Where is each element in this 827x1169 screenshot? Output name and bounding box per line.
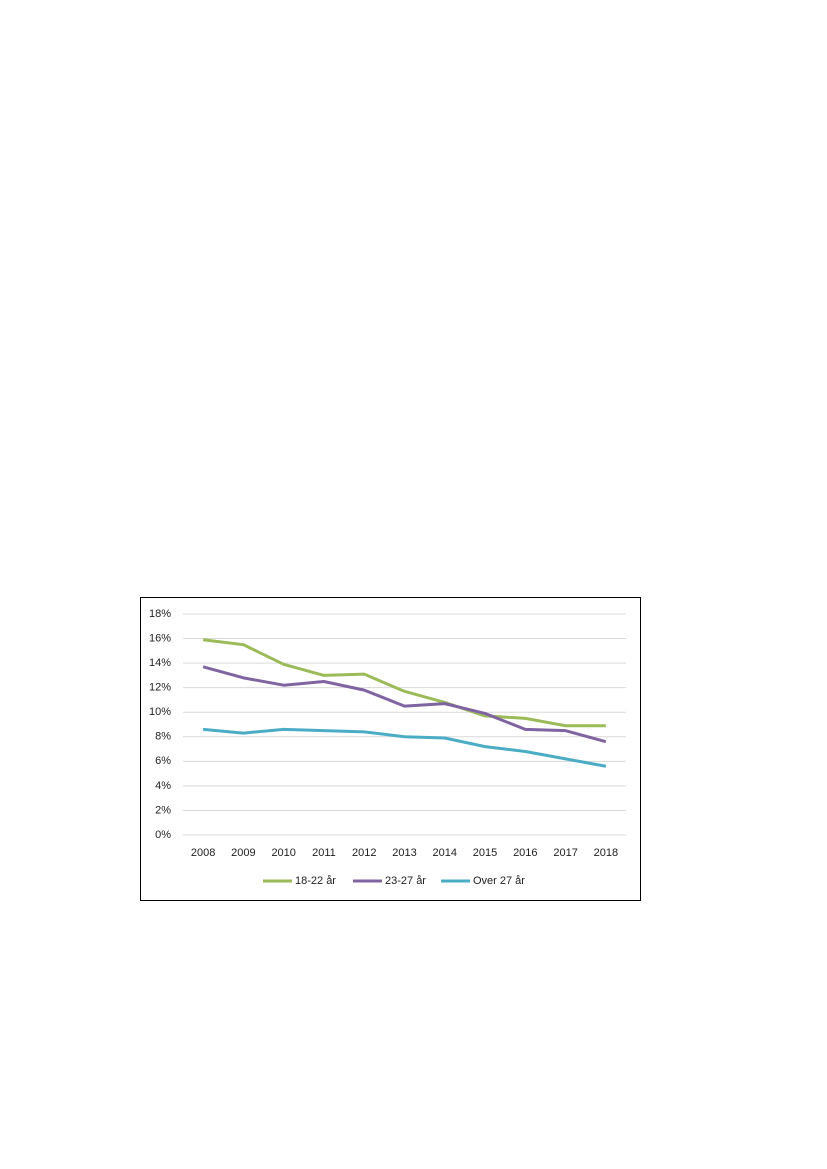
- x-tick-label: 2016: [513, 847, 537, 859]
- legend-label: Over 27 år: [473, 875, 525, 887]
- x-tick-label: 2015: [473, 847, 497, 859]
- y-tick-label: 18%: [149, 608, 171, 620]
- y-tick-label: 6%: [155, 755, 171, 767]
- x-tick-label: 2014: [433, 847, 457, 859]
- x-tick-label: 2011: [312, 847, 336, 859]
- series-line: [202, 727, 607, 768]
- series-line: [202, 638, 606, 728]
- series-line: [202, 665, 607, 744]
- x-tick-label: 2012: [352, 847, 376, 859]
- y-tick-label: 8%: [155, 731, 171, 743]
- y-tick-label: 0%: [155, 829, 171, 841]
- x-tick-label: 2013: [392, 847, 416, 859]
- legend-label: 23-27 år: [385, 875, 426, 887]
- y-tick-label: 16%: [149, 632, 171, 644]
- y-tick-label: 10%: [149, 706, 171, 718]
- chart-frame: [140, 597, 641, 901]
- x-tick-label: 2010: [271, 847, 295, 859]
- y-tick-label: 14%: [149, 657, 171, 669]
- y-tick-label: 12%: [149, 682, 171, 694]
- x-tick-label: 2008: [191, 847, 215, 859]
- x-tick-label: 2009: [231, 847, 255, 859]
- y-tick-label: 4%: [155, 780, 171, 792]
- y-tick-label: 2%: [155, 804, 171, 816]
- legend-label: 18-22 år: [295, 875, 336, 887]
- x-tick-label: 2017: [553, 847, 577, 859]
- x-tick-label: 2018: [594, 847, 618, 859]
